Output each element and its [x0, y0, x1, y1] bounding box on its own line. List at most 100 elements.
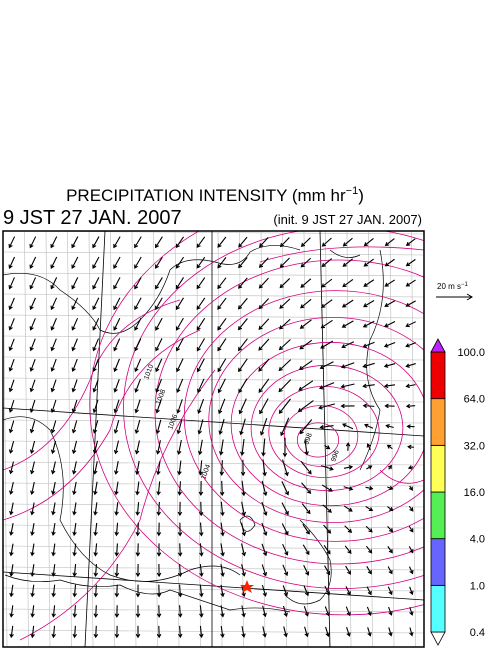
wind-arrow	[135, 359, 141, 371]
wind-arrow	[31, 544, 35, 556]
grid-line	[68, 231, 72, 647]
isobar	[231, 342, 429, 505]
wind-arrow	[199, 502, 203, 515]
wind-arrow	[10, 544, 14, 556]
grid-line	[347, 231, 351, 647]
wind-arrow	[176, 298, 183, 309]
wind-arrow	[73, 585, 77, 597]
isobar	[3, 300, 180, 470]
wind-arrow	[241, 439, 245, 455]
wind-arrow	[114, 400, 119, 413]
wind-arrow	[73, 461, 77, 473]
wind-arrow	[322, 259, 331, 267]
wind-arrow	[114, 420, 118, 433]
wind-arrow	[93, 339, 99, 351]
wind-arrow	[10, 585, 14, 596]
wind-arrow	[280, 278, 289, 287]
wind-arrow	[156, 237, 163, 248]
wind-arrow	[197, 298, 205, 309]
title-suffix: )	[358, 186, 364, 205]
wind-arrow	[259, 379, 269, 392]
wind-arrow	[283, 460, 289, 476]
wind-arrow	[93, 257, 99, 268]
coastline	[360, 250, 383, 470]
wind-arrow	[410, 607, 413, 615]
wind-arrow	[302, 238, 311, 246]
wind-arrow	[73, 564, 77, 576]
wind-arrow	[408, 445, 414, 449]
colorbar-segment	[431, 352, 445, 399]
wind-arrow	[156, 359, 162, 372]
wind-arrow	[322, 485, 332, 491]
wind-arrow	[135, 440, 139, 453]
wind-arrow	[51, 318, 56, 330]
wind-arrow	[135, 237, 141, 248]
wind-arrow	[344, 238, 353, 246]
wind-arrow	[385, 280, 394, 286]
wind-arrow	[114, 298, 120, 309]
wind-arrow	[9, 257, 14, 268]
wind-arrow	[407, 239, 416, 246]
wind-arrow	[51, 298, 57, 309]
title-text: PRECIPITATION INTENSITY (mm hr	[66, 186, 346, 205]
grid-line	[218, 231, 222, 647]
wind-arrow	[301, 320, 312, 328]
wind-arrow	[343, 424, 353, 429]
title: PRECIPITATION INTENSITY (mm hr−1)	[66, 185, 364, 205]
wind-arrow	[30, 441, 34, 453]
colorbar-label: 100.0	[457, 347, 485, 359]
grid-line	[3, 525, 424, 528]
wind-arrow	[239, 339, 248, 351]
wind-arrow	[364, 404, 375, 408]
wind-arrow	[262, 502, 267, 515]
wind-arrow	[304, 586, 308, 596]
grid-line	[89, 231, 93, 647]
colorbar-label: 4.0	[470, 534, 485, 546]
wind-arrow	[178, 543, 182, 555]
wind-arrow	[410, 628, 413, 636]
wind-arrow	[240, 419, 245, 435]
wind-arrow	[136, 585, 140, 597]
wind-arrow	[10, 605, 14, 616]
wind-arrow	[281, 238, 290, 247]
wind-arrow	[136, 626, 140, 637]
wind-arrow	[388, 466, 391, 470]
wind-arrow	[284, 627, 288, 637]
wind-arrow	[221, 605, 225, 616]
wind-arrow	[51, 441, 55, 453]
grid-line	[240, 231, 244, 647]
wind-arrow	[51, 339, 56, 351]
wind-arrow	[156, 277, 163, 288]
wind-arrow	[176, 237, 183, 247]
wind-arrow	[156, 338, 162, 350]
wind-arrow	[239, 237, 247, 247]
title-sup: −1	[346, 185, 359, 197]
grid-line	[3, 399, 424, 402]
wind-arrow	[94, 523, 98, 535]
wind-arrow	[177, 379, 183, 392]
wind-arrow	[177, 359, 183, 372]
colorbar-tri-top	[431, 339, 445, 352]
wind-arrow	[30, 421, 34, 433]
wind-arrow	[197, 338, 204, 350]
wind-arrow	[347, 627, 351, 636]
wind-arrow	[115, 502, 119, 515]
coastline	[330, 250, 360, 258]
vector-key-arrow	[436, 294, 472, 300]
isobar	[209, 317, 457, 522]
wind-arrow	[302, 504, 310, 514]
colorbar-label: 32.0	[464, 440, 485, 452]
wind-arrow	[30, 318, 35, 329]
wind-arrow	[93, 298, 99, 309]
wind-arrow	[94, 543, 98, 555]
wind-arrow	[385, 384, 395, 388]
contour-label: 998	[303, 432, 314, 445]
wind-arrow	[94, 502, 98, 514]
wind-arrow	[72, 379, 77, 391]
wind-arrow	[9, 359, 14, 371]
wind-arrow	[114, 359, 119, 371]
wind-arrow	[262, 523, 267, 535]
grid-line	[3, 315, 424, 318]
init-time: (init. 9 JST 27 JAN. 2007)	[273, 212, 422, 227]
